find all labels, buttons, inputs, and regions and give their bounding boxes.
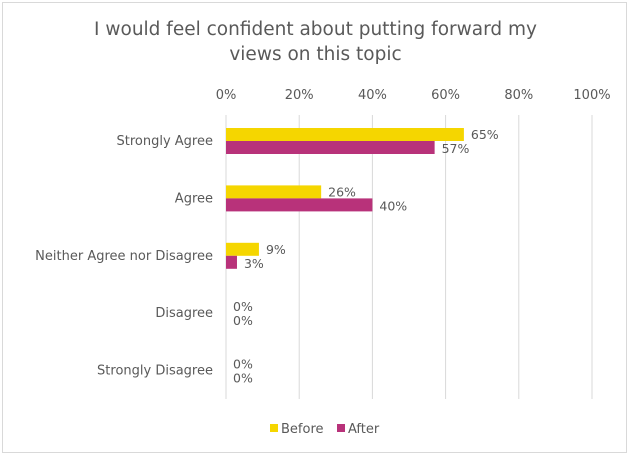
bars bbox=[226, 128, 464, 269]
data-label-before: 0% bbox=[233, 299, 253, 314]
data-label-after: 57% bbox=[442, 141, 470, 156]
x-tick-label: 100% bbox=[573, 88, 610, 103]
legend-label-after: After bbox=[348, 422, 380, 437]
legend-swatch-after bbox=[337, 424, 345, 432]
x-tick-label: 40% bbox=[358, 88, 387, 103]
bar-before bbox=[226, 185, 322, 199]
data-label-before: 65% bbox=[471, 127, 499, 142]
category-label: Strongly Agree bbox=[117, 134, 214, 149]
x-axis-ticks: 0% 20% 40% 60% 80% 100% bbox=[216, 88, 611, 103]
chart-title: I would feel confident about putting for… bbox=[0, 17, 631, 67]
category-label: Strongly Disagree bbox=[97, 364, 213, 379]
x-tick-label: 60% bbox=[431, 88, 460, 103]
data-label-after: 40% bbox=[379, 198, 407, 213]
legend: Before After bbox=[270, 422, 380, 437]
data-label-after: 3% bbox=[244, 256, 264, 271]
category-labels: Strongly Agree Agree Neither Agree nor Dis… bbox=[35, 134, 213, 379]
legend-swatch-before bbox=[270, 424, 278, 432]
category-label: Disagree bbox=[155, 306, 213, 321]
data-label-before: 0% bbox=[233, 357, 253, 372]
x-tick-label: 0% bbox=[216, 88, 237, 103]
x-tick-label: 20% bbox=[285, 88, 314, 103]
data-label-after: 0% bbox=[233, 313, 253, 328]
legend-label-before: Before bbox=[281, 422, 324, 437]
data-label-after: 0% bbox=[233, 371, 253, 386]
data-label-before: 26% bbox=[328, 184, 356, 199]
chart-frame bbox=[2, 2, 627, 453]
data-label-before: 9% bbox=[266, 242, 286, 257]
bar-after bbox=[226, 255, 237, 269]
data-labels: 65%26%9%0%0%57%40%3%0%0% bbox=[233, 127, 499, 386]
category-label: Neither Agree nor Disagree bbox=[35, 249, 213, 264]
chart-title-line-2: views on this topic bbox=[229, 44, 402, 65]
grid-lines bbox=[225, 115, 593, 399]
chart-title-line-1: I would feel confident about putting for… bbox=[94, 19, 537, 40]
bar-after bbox=[226, 141, 435, 154]
bar-before bbox=[226, 242, 259, 256]
bar-after bbox=[226, 198, 373, 212]
category-label: Agree bbox=[175, 191, 213, 206]
x-tick-label: 80% bbox=[504, 88, 533, 103]
bar-before bbox=[226, 128, 464, 141]
